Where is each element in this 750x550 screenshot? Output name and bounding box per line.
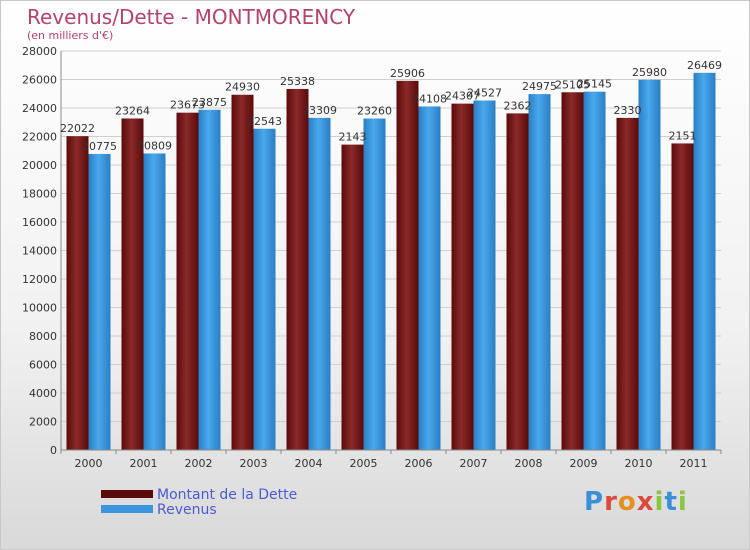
data-label-revenue: 20775: [82, 140, 117, 153]
bar-debt: [561, 92, 584, 450]
y-tick-label: 12000: [22, 273, 57, 286]
data-label-debt: 2362: [504, 99, 532, 112]
data-label-debt: 23264: [115, 104, 150, 117]
chart-subtitle: (en milliers d'€): [27, 29, 114, 42]
x-tick-label: 2010: [625, 457, 653, 470]
bar-debt: [121, 118, 144, 450]
data-label-debt: 22022: [60, 122, 95, 135]
bar-revenue: [528, 94, 551, 450]
x-tick-label: 2009: [570, 457, 598, 470]
data-label-revenue: 23260: [357, 105, 392, 118]
y-tick-label: 10000: [22, 302, 57, 315]
chart-title: Revenus/Dette - MONTMORENCY: [27, 5, 356, 29]
data-label-revenue: 25980: [632, 66, 667, 79]
bar-debt: [231, 94, 254, 450]
data-label-revenue: 23309: [302, 104, 337, 117]
legend-label-debt: Montant de la Dette: [157, 487, 298, 503]
bar-debt: [451, 103, 474, 451]
bar-debt: [176, 112, 199, 450]
data-label-revenue: 24108: [412, 92, 447, 105]
y-tick-label: 18000: [22, 188, 57, 201]
data-label-revenue: 24975: [522, 80, 557, 93]
data-label-revenue: 24527: [467, 86, 502, 99]
y-tick-label: 2000: [29, 416, 57, 429]
bar-debt: [341, 144, 364, 450]
bar-revenue: [198, 109, 221, 450]
x-tick-label: 2000: [75, 457, 103, 470]
data-label-debt: 2330: [614, 104, 642, 117]
data-label-revenue: 25145: [577, 78, 612, 91]
bar-revenue: [143, 153, 166, 451]
y-tick-label: 4000: [29, 387, 57, 400]
y-tick-label: 22000: [22, 131, 57, 144]
bar-revenue: [418, 106, 441, 450]
y-tick-label: 0: [50, 444, 57, 457]
x-tick-label: 2007: [460, 457, 488, 470]
data-label-debt: 25338: [280, 75, 315, 88]
bar-revenue: [253, 128, 276, 450]
y-tick-label: 24000: [22, 102, 57, 115]
data-label-debt: 25906: [390, 67, 425, 80]
legend-swatch-debt: [101, 490, 153, 498]
y-tick-label: 16000: [22, 216, 57, 229]
x-tick-label: 2005: [350, 457, 378, 470]
bar-debt: [506, 113, 529, 450]
y-tick-label: 8000: [29, 330, 57, 343]
legend-label-revenue: Revenus: [157, 502, 217, 518]
bars: [66, 72, 716, 451]
bar-debt: [286, 88, 309, 450]
y-tick-label: 14000: [22, 245, 57, 258]
bar-revenue: [473, 100, 496, 451]
data-label-debt: 2143: [339, 131, 367, 144]
data-label-debt: 23673: [170, 99, 205, 112]
x-tick-label: 2004: [295, 457, 323, 470]
bar-revenue: [88, 153, 111, 451]
proxiti-logo: Proxiti: [584, 487, 688, 517]
y-tick-label: 28000: [22, 45, 57, 58]
bar-debt: [671, 143, 694, 450]
bar-debt: [616, 117, 639, 451]
axes: 0 2000 4000 6000 8000 10000 12000 14000 16000 180…: [22, 45, 722, 470]
y-tick-label: 20000: [22, 159, 57, 172]
bar-debt: [66, 136, 89, 450]
x-tick-label: 2003: [240, 457, 268, 470]
x-tick-label: 2002: [185, 457, 213, 470]
x-tick-label: 2011: [680, 457, 708, 470]
data-label-debt: 2151: [669, 129, 697, 142]
data-label-revenue: 26469: [687, 59, 722, 72]
x-tick-label: 2001: [130, 457, 158, 470]
y-tick-label: 6000: [29, 359, 57, 372]
x-tick-label: 2008: [515, 457, 543, 470]
bar-revenue: [583, 91, 606, 450]
bar-debt: [396, 80, 419, 450]
bar-revenue: [693, 72, 716, 451]
data-label-revenue: 23875: [192, 96, 227, 109]
y-tick-label: 26000: [22, 74, 57, 87]
data-label-debt: 24307: [445, 90, 480, 103]
x-tick-label: 2006: [405, 457, 433, 470]
data-label-debt: 25105: [555, 78, 590, 91]
data-label-debt: 24930: [225, 81, 260, 94]
bar-revenue: [308, 117, 331, 451]
data-label-revenue: 20809: [137, 139, 172, 152]
legend-swatch-revenue: [101, 505, 153, 513]
bar-revenue: [363, 118, 386, 451]
data-label-revenue: 22543: [247, 115, 282, 128]
bar-revenue: [638, 79, 661, 450]
